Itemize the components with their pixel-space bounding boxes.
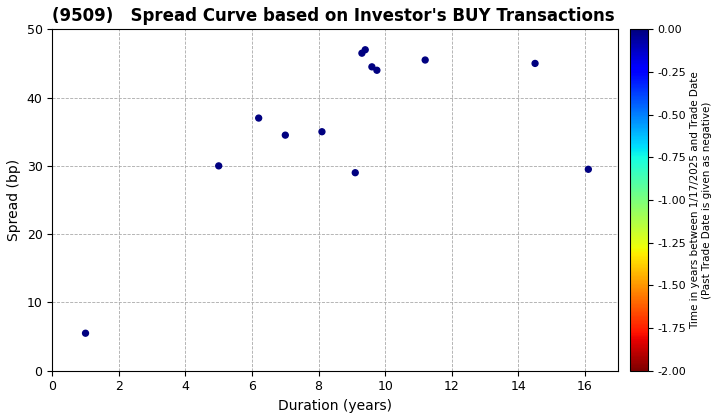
X-axis label: Duration (years): Duration (years) bbox=[278, 399, 392, 413]
Y-axis label: Time in years between 1/17/2025 and Trade Date
(Past Trade Date is given as nega: Time in years between 1/17/2025 and Trad… bbox=[690, 71, 712, 329]
Point bbox=[529, 60, 541, 67]
Point bbox=[356, 50, 368, 57]
Point bbox=[359, 46, 371, 53]
Point bbox=[420, 57, 431, 63]
Point bbox=[371, 67, 382, 74]
Point bbox=[253, 115, 264, 121]
Point bbox=[80, 330, 91, 336]
Point bbox=[279, 132, 291, 139]
Point bbox=[582, 166, 594, 173]
Y-axis label: Spread (bp): Spread (bp) bbox=[7, 159, 21, 241]
Point bbox=[213, 163, 225, 169]
Point bbox=[366, 63, 378, 70]
Point bbox=[349, 169, 361, 176]
Point bbox=[316, 129, 328, 135]
Text: (9509)   Spread Curve based on Investor's BUY Transactions: (9509) Spread Curve based on Investor's … bbox=[53, 7, 615, 25]
